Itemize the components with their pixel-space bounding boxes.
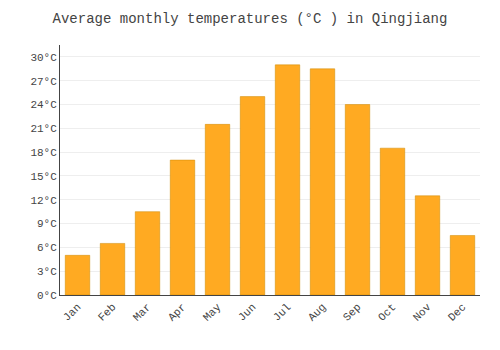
svg-text:Oct: Oct <box>376 301 398 323</box>
svg-text:Dec: Dec <box>446 301 468 323</box>
svg-text:Jun: Jun <box>236 301 258 323</box>
svg-text:Mar: Mar <box>131 301 153 323</box>
svg-text:24°C: 24°C <box>30 99 57 111</box>
svg-text:18°C: 18°C <box>30 147 57 159</box>
svg-text:Aug: Aug <box>306 301 328 323</box>
svg-text:6°C: 6°C <box>37 242 57 254</box>
svg-text:21°C: 21°C <box>30 123 57 135</box>
svg-text:27°C: 27°C <box>30 76 57 88</box>
svg-text:Sep: Sep <box>341 301 363 323</box>
svg-text:30°C: 30°C <box>30 52 57 64</box>
svg-text:3°C: 3°C <box>37 266 57 278</box>
svg-text:Jan: Jan <box>61 301 83 323</box>
svg-text:0°C: 0°C <box>37 290 57 302</box>
svg-text:May: May <box>201 301 224 324</box>
svg-text:9°C: 9°C <box>37 218 57 230</box>
svg-text:Jul: Jul <box>271 301 293 323</box>
svg-text:15°C: 15°C <box>30 171 57 183</box>
svg-text:Average monthly temperatures (: Average monthly temperatures (°C ) in Qi… <box>53 11 448 27</box>
svg-text:12°C: 12°C <box>30 195 57 207</box>
svg-text:Feb: Feb <box>96 301 118 323</box>
svg-text:Nov: Nov <box>411 301 434 324</box>
svg-text:Apr: Apr <box>166 301 188 323</box>
